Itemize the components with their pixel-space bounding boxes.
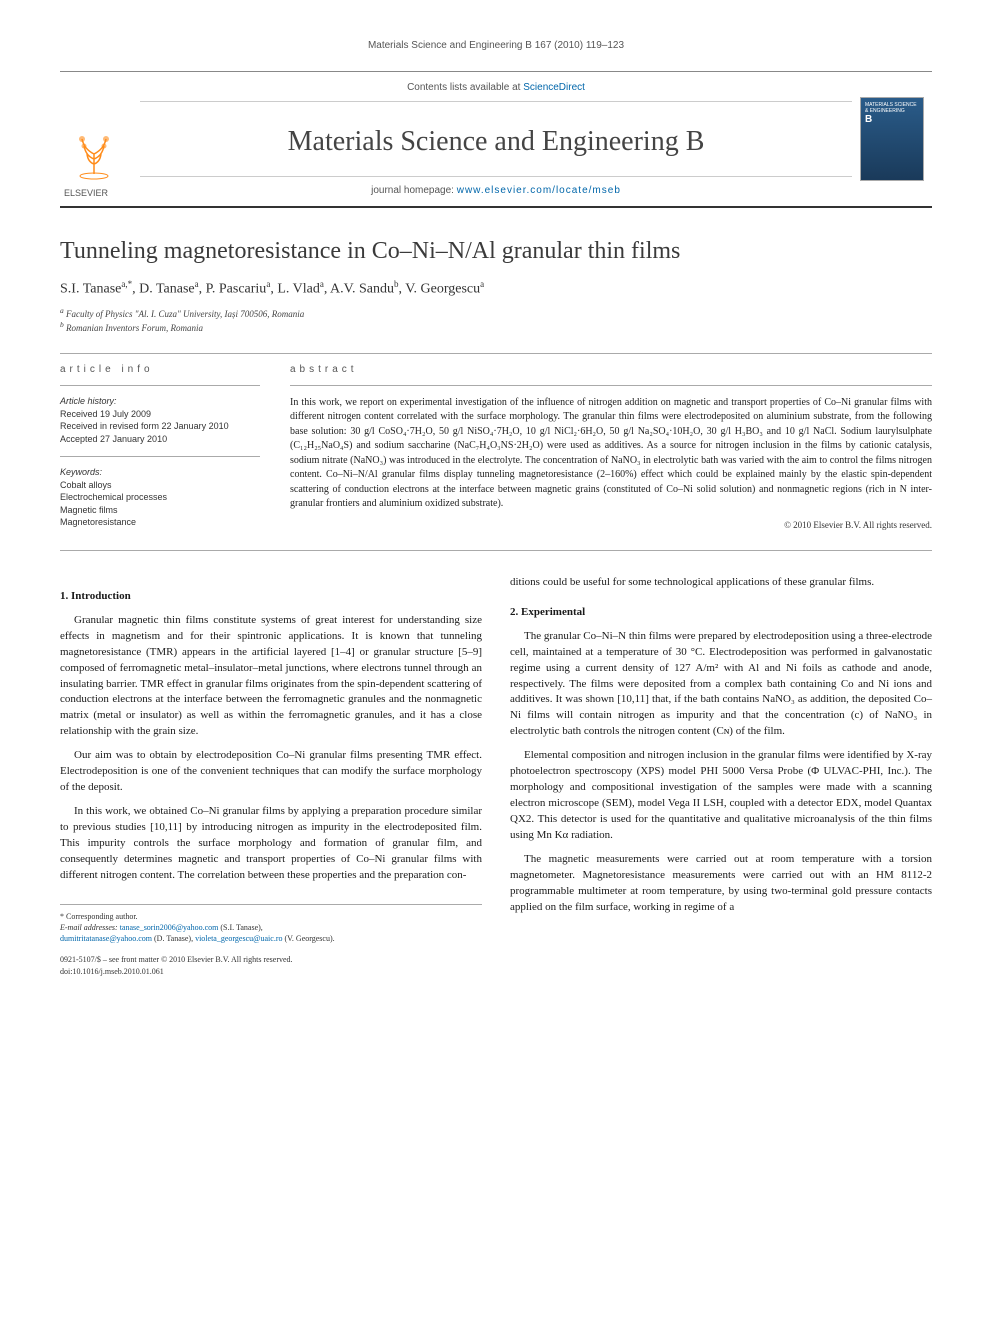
cover-title: MATERIALS SCIENCE & ENGINEERING bbox=[865, 102, 919, 114]
cover-block: MATERIALS SCIENCE & ENGINEERING B bbox=[852, 72, 932, 206]
email-line: E-mail addresses: tanase_sorin2006@yahoo… bbox=[60, 922, 482, 933]
contents-line: Contents lists available at ScienceDirec… bbox=[140, 82, 852, 102]
abstract-text: In this work, we report on experimental … bbox=[290, 396, 932, 512]
history-revised: Received in revised form 22 January 2010 bbox=[60, 420, 260, 433]
authors-line: S.I. Tanasea,*, D. Tanasea, P. Pascariua… bbox=[60, 279, 932, 298]
intro-paragraph-2: Our aim was to obtain by electrodepositi… bbox=[60, 748, 482, 796]
email-line-2: dumitritatanase@yahoo.com (D. Tanase), v… bbox=[60, 933, 482, 944]
email-link-1[interactable]: tanase_sorin2006@yahoo.com bbox=[120, 923, 219, 932]
article-info-column: article info Article history: Received 1… bbox=[60, 364, 260, 530]
affiliation-a-text: Faculty of Physics "Al. I. Cuza" Univers… bbox=[66, 309, 304, 319]
abstract-column: abstract In this work, we report on expe… bbox=[290, 364, 932, 530]
keyword: Cobalt alloys bbox=[60, 479, 260, 492]
section-1-heading: 1. Introduction bbox=[60, 589, 482, 605]
homepage-line: journal homepage: www.elsevier.com/locat… bbox=[140, 176, 852, 196]
info-abstract-row: article info Article history: Received 1… bbox=[60, 364, 932, 530]
corresponding-author-block: * Corresponding author. E-mail addresses… bbox=[60, 904, 482, 945]
divider bbox=[60, 385, 260, 386]
keyword: Magnetoresistance bbox=[60, 516, 260, 529]
intro-paragraph-3: In this work, we obtained Co–Ni granular… bbox=[60, 804, 482, 884]
masthead: ELSEVIER Contents lists available at Sci… bbox=[60, 71, 932, 208]
abstract-copyright: © 2010 Elsevier B.V. All rights reserved… bbox=[290, 520, 932, 530]
publisher-name: ELSEVIER bbox=[64, 188, 136, 198]
running-header: Materials Science and Engineering B 167 … bbox=[60, 40, 932, 51]
keyword: Electrochemical processes bbox=[60, 491, 260, 504]
email-name-1: (S.I. Tanase), bbox=[220, 923, 262, 932]
intro-paragraph-1: Granular magnetic thin films constitute … bbox=[60, 613, 482, 741]
email-name-2: (D. Tanase), bbox=[154, 934, 193, 943]
publisher-block: ELSEVIER bbox=[60, 72, 140, 206]
email-name-3: (V. Georgescu). bbox=[285, 934, 335, 943]
history-label: Article history: bbox=[60, 396, 260, 406]
masthead-center: Contents lists available at ScienceDirec… bbox=[140, 72, 852, 206]
divider bbox=[290, 385, 932, 386]
cover-letter: B bbox=[865, 114, 919, 125]
history-received: Received 19 July 2009 bbox=[60, 408, 260, 421]
body-columns: 1. Introduction Granular magnetic thin f… bbox=[60, 575, 932, 978]
article-info-heading: article info bbox=[60, 364, 260, 375]
email-label: E-mail addresses: bbox=[60, 923, 118, 932]
divider bbox=[60, 456, 260, 457]
exp-paragraph-2: Elemental composition and nitrogen inclu… bbox=[510, 748, 932, 844]
homepage-prefix: journal homepage: bbox=[371, 185, 457, 196]
email-link-2[interactable]: dumitritatanase@yahoo.com bbox=[60, 934, 152, 943]
corr-label: * Corresponding author. bbox=[60, 911, 482, 922]
intro-paragraph-3-cont: ditions could be useful for some technol… bbox=[510, 575, 932, 591]
affiliations: a Faculty of Physics "Al. I. Cuza" Unive… bbox=[60, 306, 932, 335]
email-link-3[interactable]: violeta_georgescu@uaic.ro bbox=[195, 934, 282, 943]
homepage-link[interactable]: www.elsevier.com/locate/mseb bbox=[457, 185, 621, 196]
issn-line: 0921-5107/$ – see front matter © 2010 El… bbox=[60, 954, 482, 966]
keyword: Magnetic films bbox=[60, 504, 260, 517]
issn-doi-block: 0921-5107/$ – see front matter © 2010 El… bbox=[60, 954, 482, 977]
exp-paragraph-1: The granular Co–Ni–N thin films were pre… bbox=[510, 629, 932, 741]
sciencedirect-link[interactable]: ScienceDirect bbox=[523, 82, 585, 93]
divider bbox=[60, 550, 932, 551]
journal-name: Materials Science and Engineering B bbox=[140, 126, 852, 158]
article-title: Tunneling magnetoresistance in Co–Ni–N/A… bbox=[60, 238, 932, 265]
contents-prefix: Contents lists available at bbox=[407, 82, 523, 93]
divider bbox=[60, 353, 932, 354]
keywords-label: Keywords: bbox=[60, 467, 260, 477]
abstract-heading: abstract bbox=[290, 364, 932, 375]
affiliation-b-text: Romanian Inventors Forum, Romania bbox=[66, 323, 203, 333]
elsevier-tree-icon bbox=[64, 124, 124, 184]
affiliation-a: a Faculty of Physics "Al. I. Cuza" Unive… bbox=[60, 306, 932, 321]
history-accepted: Accepted 27 January 2010 bbox=[60, 433, 260, 446]
affiliation-b: b Romanian Inventors Forum, Romania bbox=[60, 320, 932, 335]
journal-cover-thumb: MATERIALS SCIENCE & ENGINEERING B bbox=[860, 97, 924, 181]
exp-paragraph-3: The magnetic measurements were carried o… bbox=[510, 852, 932, 916]
doi-line: doi:10.1016/j.mseb.2010.01.061 bbox=[60, 966, 482, 978]
section-2-heading: 2. Experimental bbox=[510, 605, 932, 621]
